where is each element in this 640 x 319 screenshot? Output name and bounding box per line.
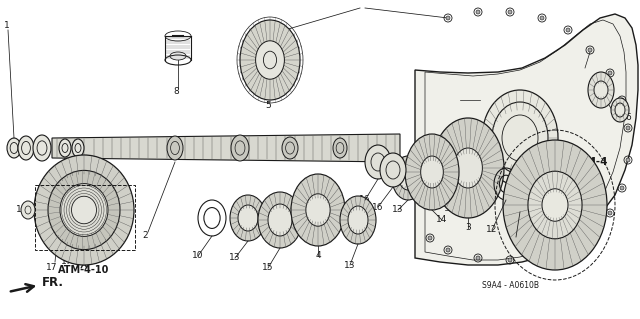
- Ellipse shape: [542, 189, 568, 221]
- Ellipse shape: [420, 156, 444, 188]
- Ellipse shape: [503, 140, 607, 270]
- Ellipse shape: [34, 155, 134, 265]
- Ellipse shape: [588, 72, 614, 108]
- Ellipse shape: [399, 166, 417, 190]
- Ellipse shape: [428, 236, 432, 240]
- Text: 15: 15: [262, 263, 274, 272]
- Ellipse shape: [348, 206, 368, 234]
- Ellipse shape: [482, 90, 558, 186]
- Ellipse shape: [566, 28, 570, 32]
- Ellipse shape: [446, 16, 450, 20]
- Text: 4: 4: [315, 251, 321, 261]
- Ellipse shape: [230, 195, 266, 241]
- Text: FR.: FR.: [11, 276, 64, 292]
- Ellipse shape: [454, 148, 483, 188]
- Ellipse shape: [306, 194, 330, 226]
- Text: 13: 13: [344, 261, 356, 270]
- Ellipse shape: [588, 48, 592, 52]
- Ellipse shape: [620, 186, 624, 190]
- Ellipse shape: [405, 134, 459, 210]
- Text: 17: 17: [61, 256, 73, 265]
- Ellipse shape: [7, 138, 21, 158]
- Polygon shape: [415, 14, 638, 265]
- Text: 9: 9: [513, 233, 519, 241]
- Ellipse shape: [33, 135, 51, 161]
- Ellipse shape: [528, 171, 582, 239]
- Ellipse shape: [231, 135, 249, 161]
- Ellipse shape: [268, 204, 292, 236]
- Ellipse shape: [508, 10, 512, 14]
- Ellipse shape: [72, 196, 97, 224]
- Ellipse shape: [340, 196, 376, 244]
- Text: 7: 7: [615, 114, 621, 122]
- Text: 16: 16: [359, 196, 371, 204]
- Polygon shape: [52, 134, 400, 162]
- Ellipse shape: [615, 103, 625, 117]
- Ellipse shape: [255, 41, 284, 79]
- Ellipse shape: [291, 174, 345, 246]
- Text: 16: 16: [372, 203, 384, 211]
- Ellipse shape: [365, 145, 391, 179]
- Ellipse shape: [594, 81, 608, 99]
- Ellipse shape: [508, 258, 512, 262]
- Text: 14: 14: [436, 216, 448, 225]
- Text: 12: 12: [486, 226, 498, 234]
- Text: ATM-4-10: ATM-4-10: [58, 265, 109, 275]
- Ellipse shape: [392, 156, 424, 200]
- Text: 13: 13: [392, 205, 404, 214]
- Ellipse shape: [476, 10, 480, 14]
- Text: ATM-4: ATM-4: [572, 157, 609, 167]
- Ellipse shape: [380, 153, 406, 187]
- Ellipse shape: [59, 139, 71, 157]
- Text: 13: 13: [229, 254, 241, 263]
- Ellipse shape: [167, 136, 183, 160]
- Ellipse shape: [626, 158, 630, 162]
- Text: 11: 11: [16, 205, 28, 214]
- Ellipse shape: [608, 71, 612, 75]
- Ellipse shape: [238, 205, 258, 231]
- Ellipse shape: [240, 20, 300, 100]
- Text: 3: 3: [465, 224, 471, 233]
- Text: 10: 10: [192, 251, 204, 261]
- Text: 2: 2: [142, 232, 148, 241]
- Ellipse shape: [566, 246, 570, 250]
- Ellipse shape: [282, 137, 298, 159]
- Ellipse shape: [72, 139, 84, 157]
- Ellipse shape: [476, 256, 480, 260]
- Ellipse shape: [540, 255, 544, 259]
- Text: 1: 1: [4, 21, 10, 31]
- Ellipse shape: [620, 98, 624, 102]
- Ellipse shape: [611, 98, 629, 122]
- Ellipse shape: [333, 138, 347, 158]
- Text: 17: 17: [46, 263, 58, 271]
- Ellipse shape: [540, 16, 544, 20]
- Ellipse shape: [446, 248, 450, 252]
- Ellipse shape: [608, 211, 612, 215]
- Text: 5: 5: [265, 101, 271, 110]
- Ellipse shape: [588, 231, 592, 235]
- Ellipse shape: [21, 201, 35, 219]
- Ellipse shape: [626, 126, 630, 130]
- Bar: [35, 185, 135, 250]
- Text: 8: 8: [173, 87, 179, 97]
- Ellipse shape: [432, 118, 504, 218]
- Ellipse shape: [18, 136, 34, 160]
- Text: 6: 6: [625, 114, 631, 122]
- Text: S9A4 - A0610B: S9A4 - A0610B: [481, 280, 538, 290]
- Ellipse shape: [258, 192, 302, 248]
- Ellipse shape: [48, 170, 120, 249]
- Ellipse shape: [60, 184, 108, 236]
